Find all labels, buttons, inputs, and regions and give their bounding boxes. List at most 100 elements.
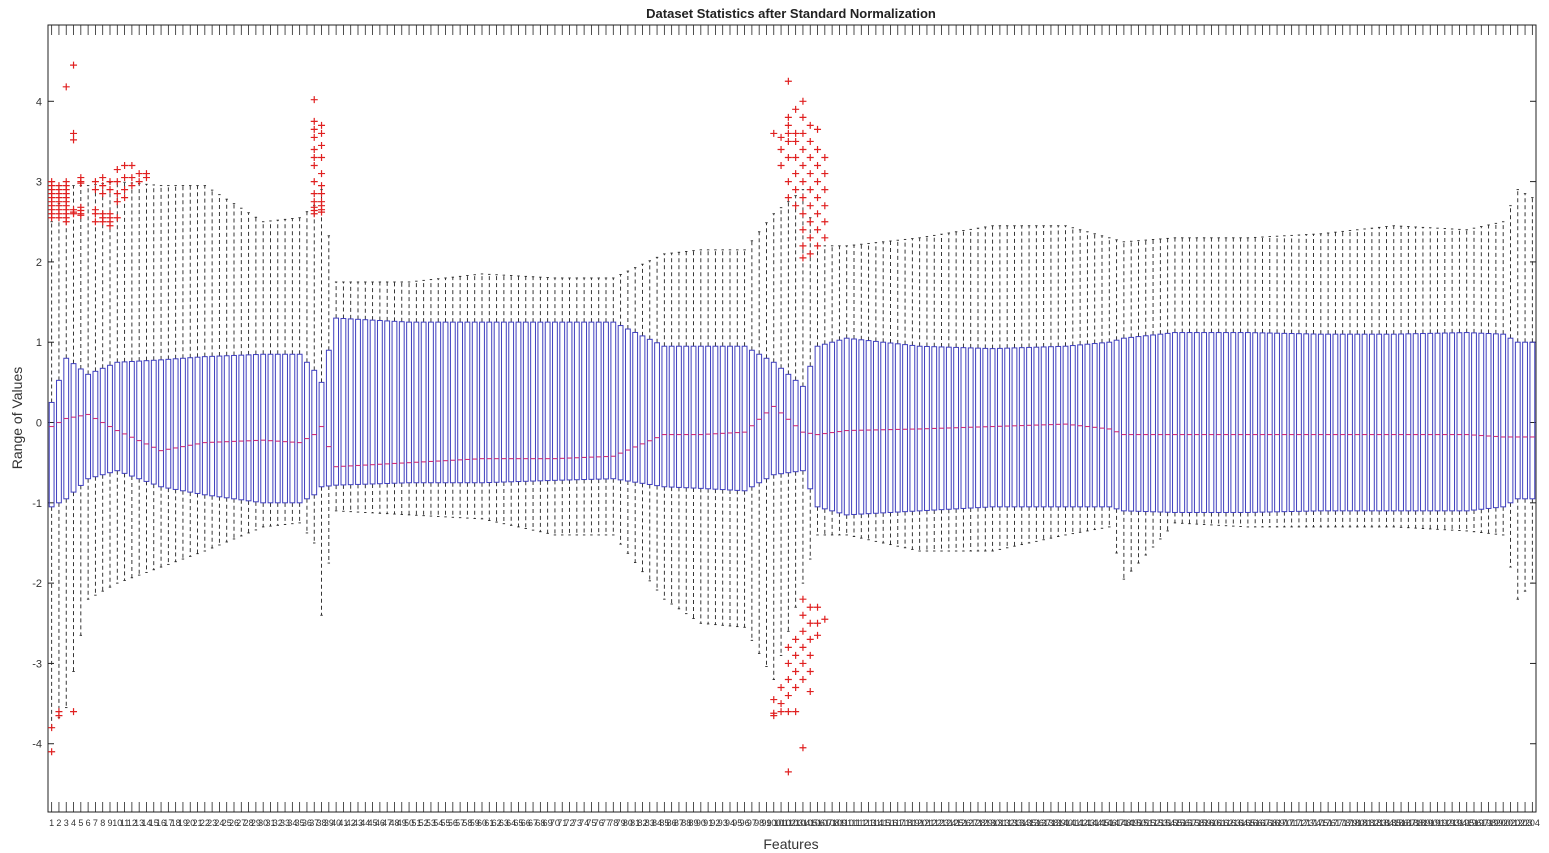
box — [1062, 345, 1069, 508]
outlier-marker — [121, 162, 129, 170]
box — [1084, 343, 1091, 508]
outlier-marker — [806, 619, 814, 627]
x-tick-label: 71 — [557, 818, 567, 828]
box — [595, 321, 602, 480]
outlier-marker — [814, 178, 822, 186]
box — [894, 343, 901, 513]
box — [493, 321, 500, 483]
x-tick-label: 139 — [1051, 818, 1066, 828]
x-tick-label: 80 — [623, 818, 633, 828]
box — [1398, 333, 1404, 512]
outlier-marker — [799, 97, 807, 105]
x-tick-label: 173 — [1299, 818, 1314, 828]
box — [829, 341, 836, 512]
box — [136, 360, 143, 480]
x-tick-label: 18 — [171, 818, 181, 828]
x-tick-label: 192 — [1437, 818, 1452, 828]
x-tick-label: 63 — [499, 818, 509, 828]
box — [581, 321, 588, 481]
x-tick-label: 124 — [941, 818, 956, 828]
outlier-marker — [310, 154, 318, 162]
x-tick-label: 90 — [696, 818, 706, 828]
x-tick-label: 74 — [579, 818, 589, 828]
box — [843, 337, 850, 516]
x-tick-label: 123 — [934, 818, 949, 828]
box — [1026, 346, 1032, 508]
outlier-marker — [310, 117, 318, 125]
box — [989, 348, 996, 508]
box — [1193, 332, 1200, 513]
box — [201, 356, 208, 496]
x-axis-label: Features — [763, 836, 818, 852]
outlier-marker — [792, 651, 800, 659]
outlier-marker — [784, 675, 792, 683]
x-tick-label: 48 — [389, 818, 399, 828]
box — [975, 347, 981, 509]
box — [712, 345, 719, 490]
outlier-marker — [91, 210, 99, 218]
outlier-marker — [777, 700, 785, 708]
x-tick-label: 79 — [616, 818, 626, 828]
outlier-marker — [806, 154, 814, 162]
box — [355, 318, 361, 485]
outlier-marker — [799, 254, 807, 262]
box — [1172, 332, 1178, 513]
outlier-marker — [814, 145, 822, 153]
box — [1106, 341, 1113, 508]
outlier-marker — [799, 194, 807, 202]
box — [778, 367, 784, 475]
x-tick-label: 78 — [608, 818, 618, 828]
box — [566, 321, 573, 481]
x-tick-label: 203 — [1518, 818, 1533, 828]
box — [1142, 335, 1149, 513]
outlier-marker — [806, 688, 814, 696]
box — [1223, 332, 1229, 513]
x-tick-label: 59 — [470, 818, 480, 828]
outlier-marker — [792, 186, 800, 194]
x-tick-label: 150 — [1131, 818, 1146, 828]
box — [406, 321, 412, 484]
box — [1040, 346, 1047, 508]
x-tick-label: 189 — [1415, 818, 1430, 828]
x-tick-label: 32 — [273, 818, 283, 828]
box — [1252, 332, 1259, 513]
box — [522, 321, 529, 482]
box — [508, 321, 515, 483]
box — [479, 321, 485, 484]
box — [1018, 347, 1025, 508]
x-tick-label: 120 — [912, 818, 927, 828]
outlier-marker — [121, 186, 129, 194]
x-tick-label: 196 — [1466, 818, 1481, 828]
outlier-marker — [70, 136, 78, 144]
x-tick-label: 58 — [462, 818, 472, 828]
outlier-marker — [55, 214, 63, 222]
outlier-marker — [792, 635, 800, 643]
x-tick-label: 65 — [513, 818, 523, 828]
x-tick-label: 104 — [795, 818, 810, 828]
outlier-marker — [318, 129, 326, 137]
x-tick-label: 185 — [1386, 818, 1401, 828]
box — [1412, 333, 1419, 512]
x-tick-label: 116 — [883, 818, 897, 828]
y-tick-label: -4 — [32, 739, 42, 751]
box — [311, 369, 318, 496]
x-tick-label: 193 — [1445, 818, 1460, 828]
x-tick-label: 136 — [1029, 818, 1044, 828]
outlier-marker — [113, 198, 121, 206]
x-tick-label: 88 — [681, 818, 691, 828]
box — [1237, 332, 1244, 513]
outlier-marker — [792, 202, 800, 210]
box — [1259, 332, 1266, 513]
box — [1201, 332, 1208, 513]
outlier-marker — [814, 619, 822, 627]
x-tick-label: 106 — [810, 818, 825, 828]
box — [376, 320, 383, 485]
box — [1004, 347, 1011, 508]
outlier-marker — [77, 211, 85, 219]
x-tick-label: 51 — [411, 818, 421, 828]
box — [1296, 333, 1302, 512]
x-tick-label: 44 — [360, 818, 370, 828]
outlier-marker — [135, 178, 143, 186]
x-tick-label: 204 — [1525, 818, 1540, 828]
box — [318, 381, 325, 488]
